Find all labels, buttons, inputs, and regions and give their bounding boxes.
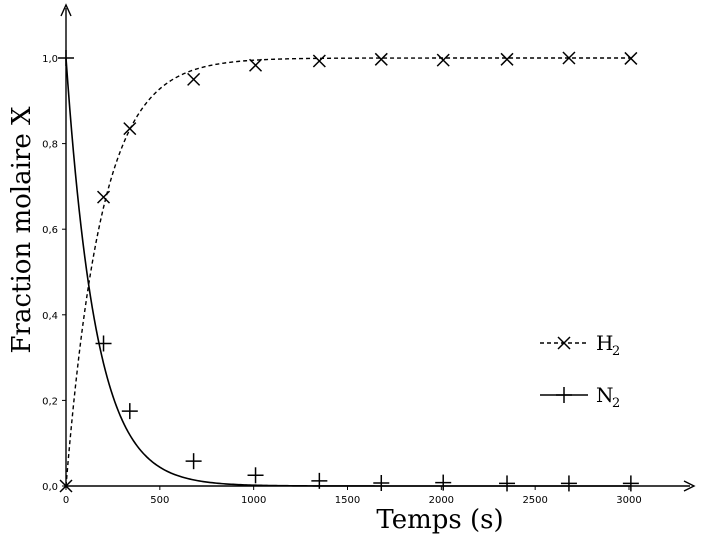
h2-data-point bbox=[500, 52, 514, 66]
x-marker-stroke bbox=[436, 53, 450, 67]
x-tick-label: 2500 bbox=[522, 495, 547, 506]
x-marker-stroke bbox=[123, 122, 137, 136]
n2-data-point bbox=[499, 475, 516, 492]
y-axis-title: Fraction molaire X bbox=[7, 106, 37, 353]
x-marker-stroke bbox=[624, 51, 638, 65]
h2-data-point bbox=[562, 51, 576, 65]
h2-data-point bbox=[374, 52, 388, 66]
n2-data-point bbox=[435, 474, 452, 491]
n2-data-point bbox=[311, 472, 328, 489]
h2-data-point bbox=[249, 58, 263, 72]
n2-data-point bbox=[247, 467, 264, 484]
n2-data-point bbox=[373, 475, 390, 492]
n2-data-point bbox=[95, 335, 112, 352]
n2-data-point bbox=[58, 50, 74, 66]
n2-legend-marker bbox=[556, 387, 572, 403]
h2-data-point bbox=[187, 72, 201, 86]
x-tick-label: 1500 bbox=[335, 495, 360, 506]
n2-legend-subscript: 2 bbox=[612, 396, 620, 411]
y-tick-label: 0,8 bbox=[42, 140, 58, 151]
n2-data-point bbox=[622, 475, 639, 492]
h2-legend-marker bbox=[557, 336, 571, 350]
x-axis-arrow bbox=[683, 480, 696, 492]
h2-data-point bbox=[436, 53, 450, 67]
data-markers bbox=[58, 50, 639, 493]
h2-data-point bbox=[123, 122, 137, 136]
y-tick-label: 1,0 bbox=[42, 54, 58, 65]
y-tick-label: 0,6 bbox=[42, 225, 58, 236]
fit-curves bbox=[65, 57, 631, 487]
n2-fit-curve bbox=[65, 57, 631, 487]
h2-legend-label: H bbox=[596, 331, 613, 355]
x-tick-label: 0 bbox=[63, 495, 69, 506]
n2-legend-label: N bbox=[596, 383, 614, 407]
y-tick-label: 0,2 bbox=[42, 396, 58, 407]
y-tick-label: 0,0 bbox=[42, 482, 58, 493]
h2-data-point bbox=[624, 51, 638, 65]
x-marker-stroke bbox=[249, 58, 263, 72]
axes: 0 500 1000 1500 2000 2500 3000 0,0 0,2 0,4 0,6 0,8 1… bbox=[42, 3, 696, 506]
n2-data-point bbox=[121, 403, 138, 420]
x-marker-stroke bbox=[500, 52, 514, 66]
x-marker-stroke bbox=[562, 51, 576, 65]
x-tick-label: 3000 bbox=[616, 495, 641, 506]
x-marker-stroke bbox=[312, 54, 326, 68]
x-marker-stroke bbox=[557, 336, 571, 350]
x-tick-label: 2000 bbox=[429, 495, 454, 506]
n2-data-point bbox=[185, 453, 202, 470]
n2-data-point bbox=[560, 475, 577, 492]
x-marker-stroke bbox=[59, 479, 73, 493]
h2-legend-subscript: 2 bbox=[612, 344, 620, 359]
h2-fit-curve bbox=[65, 57, 631, 487]
x-marker-stroke bbox=[97, 190, 111, 204]
h2-data-point bbox=[59, 479, 73, 493]
x-marker-stroke bbox=[187, 72, 201, 86]
x-tick-label: 1000 bbox=[241, 495, 266, 506]
y-axis-arrow bbox=[60, 3, 72, 17]
y-tick-label: 0,4 bbox=[42, 311, 58, 322]
x-tick-label: 500 bbox=[150, 495, 169, 506]
h2-data-point bbox=[312, 54, 326, 68]
h2-data-point bbox=[97, 190, 111, 204]
x-marker-stroke bbox=[374, 52, 388, 66]
x-axis-title: Temps (s) bbox=[376, 505, 503, 535]
